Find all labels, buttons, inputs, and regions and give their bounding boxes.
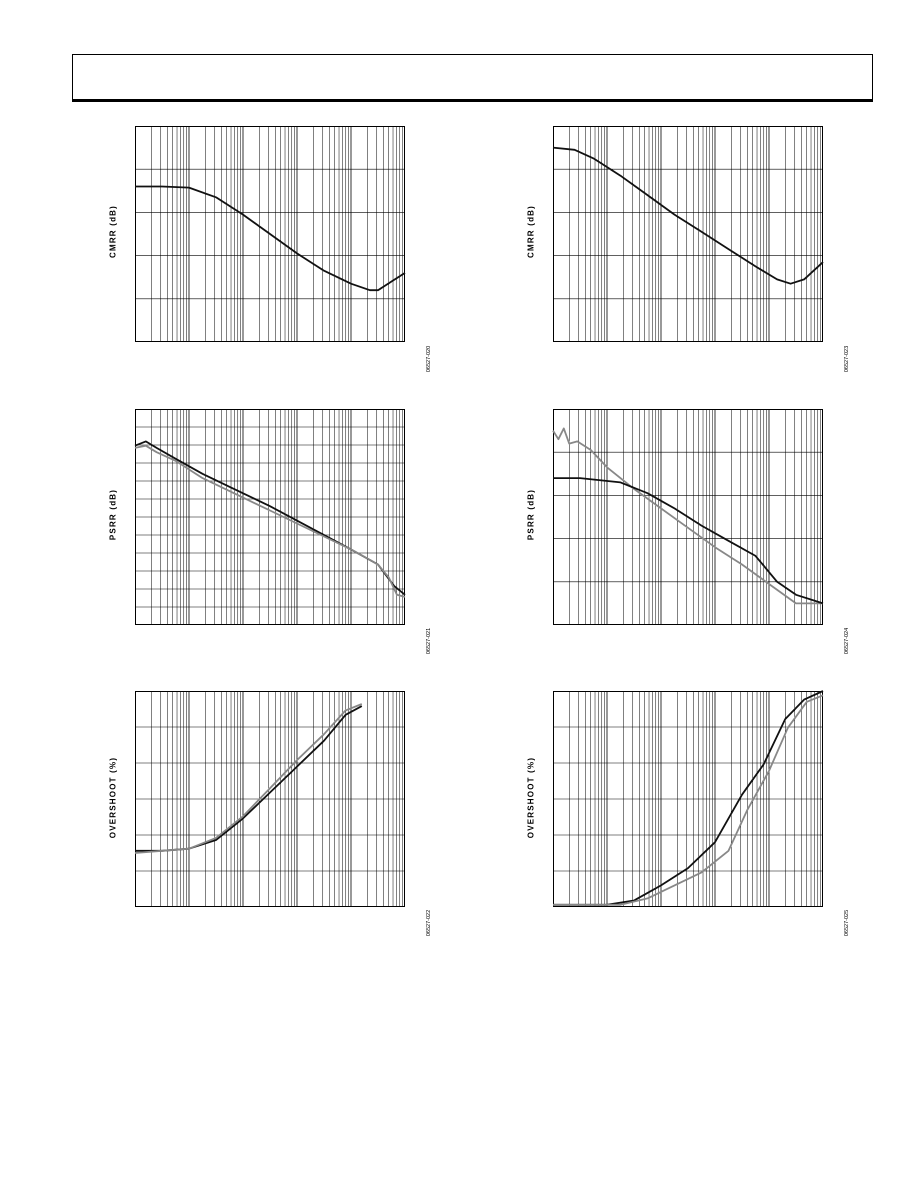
page-header (72, 54, 873, 102)
y-axis-label: OVERSHOOT (%) (108, 756, 118, 839)
y-axis-label: OVERSHOOT (%) (526, 756, 536, 839)
series-line-1 (552, 427, 823, 605)
figure-id: 06527-020 (426, 345, 432, 373)
overshoot-chart-1 (134, 691, 405, 907)
series-line-1 (553, 690, 824, 906)
figure-id: 06527-023 (844, 345, 850, 373)
figure-id: 06527-025 (844, 909, 850, 937)
series-line-2 (134, 703, 363, 854)
y-axis-label: PSRR (dB) (108, 488, 118, 541)
y-axis-label: PSRR (dB) (526, 488, 536, 541)
series-line-1 (552, 146, 824, 285)
series-line-2 (553, 477, 824, 605)
psrr-chart-1 (134, 409, 406, 625)
figure-id: 06527-021 (426, 627, 432, 655)
overshoot-chart-2 (553, 690, 824, 907)
series-line-1 (135, 185, 406, 292)
y-axis-label: CMRR (dB) (526, 205, 536, 259)
cmrr-chart-2 (552, 126, 824, 342)
psrr-chart-2 (552, 409, 824, 625)
series-line-2 (553, 694, 824, 906)
figure-id: 06527-024 (844, 627, 850, 655)
y-axis-label: CMRR (dB) (108, 205, 118, 259)
figure-id: 06527-022 (426, 909, 432, 937)
cmrr-chart-1 (135, 126, 406, 342)
series-line-2 (134, 444, 406, 598)
